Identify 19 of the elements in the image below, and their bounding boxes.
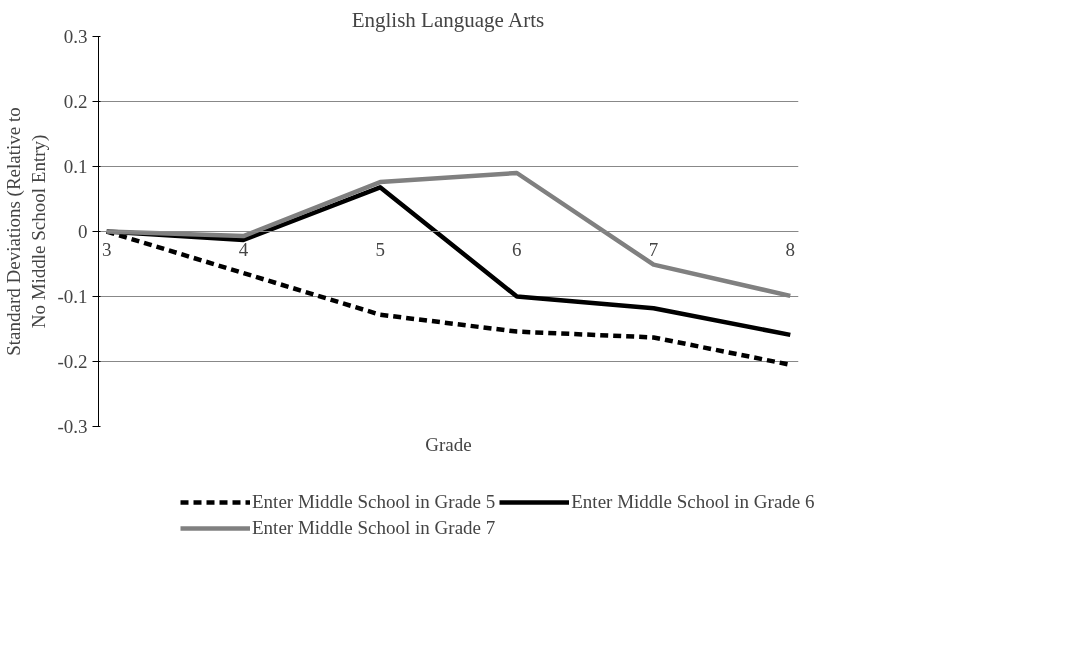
y-tick-label: 0.2 <box>63 91 88 112</box>
x-axis-title: Grade <box>425 433 472 455</box>
y-tick-label: 0.1 <box>63 156 88 177</box>
y-tick-label: 0.3 <box>63 26 88 47</box>
y-tick-label: -0.2 <box>57 351 88 372</box>
y-axis-title: Standard Deviations (Relative to No Middle School Entry) <box>3 107 51 356</box>
x-tick-label: 3 <box>101 238 112 260</box>
y-tick-label: -0.3 <box>57 416 88 437</box>
legend-label: Enter Middle School in Grade 7 <box>252 517 496 539</box>
x-tick-label: 6 <box>512 238 522 260</box>
chart-title: English Language Arts <box>351 7 545 32</box>
y-tick-label: 0 <box>78 221 88 242</box>
x-tick-label: 7 <box>648 238 659 260</box>
legend-label: Enter Middle School in Grade 5 <box>252 491 496 513</box>
x-tick-label: 5 <box>375 238 385 260</box>
y-tick-label: -0.1 <box>57 286 88 307</box>
legend-label: Enter Middle School in Grade 6 <box>571 491 815 513</box>
x-tick-label: 8 <box>785 238 796 260</box>
x-tick-label: 4 <box>238 238 249 260</box>
